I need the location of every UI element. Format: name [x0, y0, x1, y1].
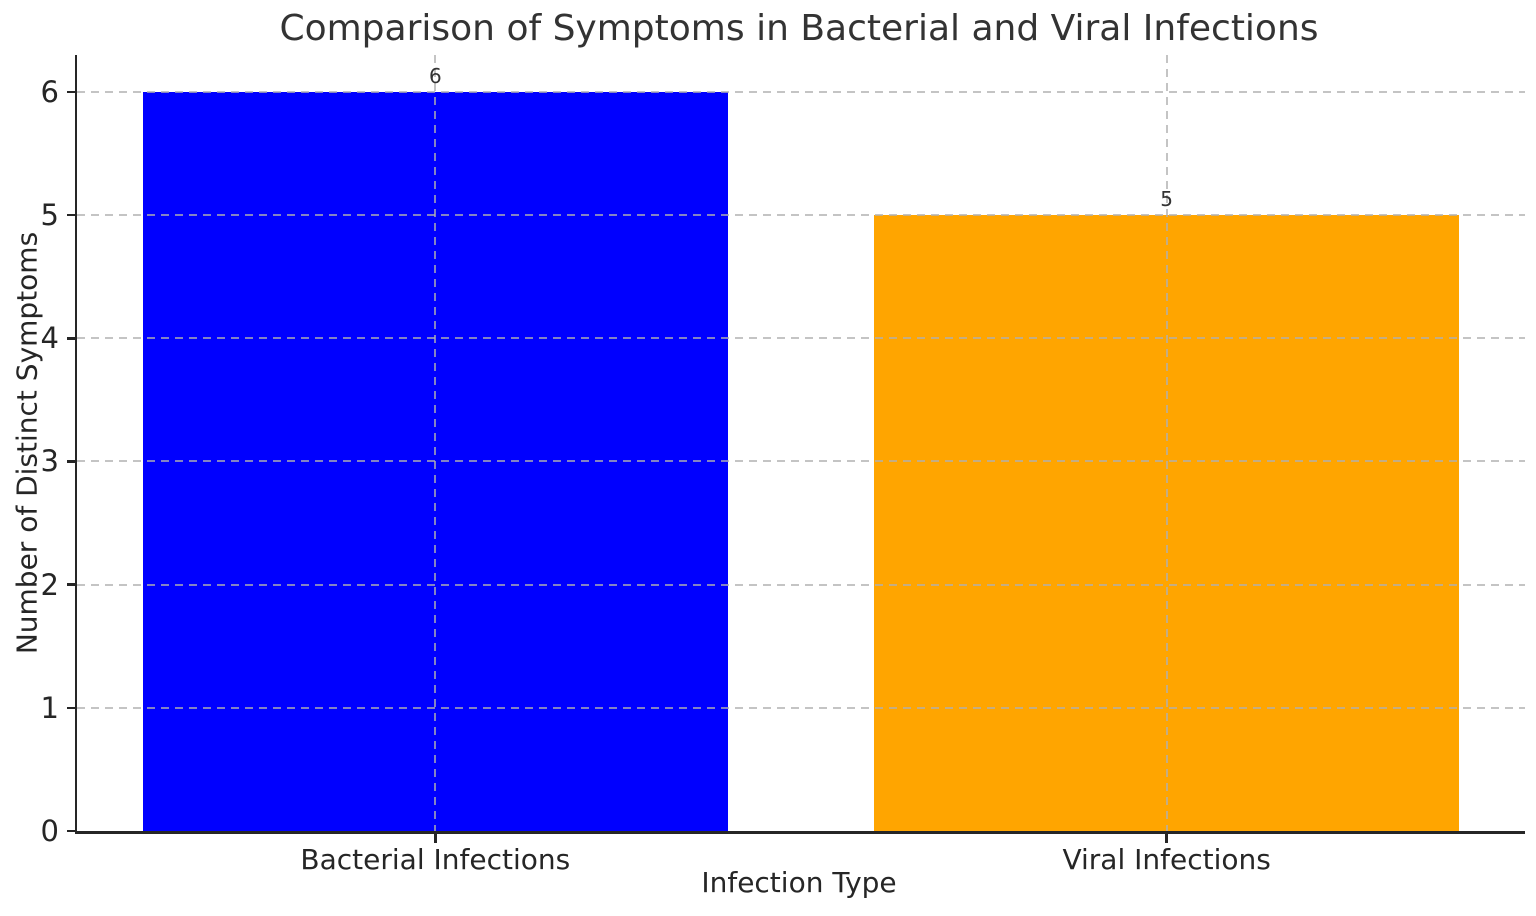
bar-value-label: 6: [428, 63, 442, 88]
y-tick-label: 2: [40, 567, 59, 602]
bar-value-label: 5: [1160, 187, 1174, 212]
x-tick-label: Viral Infections: [1062, 843, 1271, 876]
plot-area: 0 1 2 3 4 5 6 6 Bacterial Infections 5 Viral Infec…: [41, 55, 1525, 876]
horizontal-gridline: [77, 337, 1525, 340]
horizontal-gridline: [77, 583, 1525, 586]
y-tick-mark: [67, 213, 77, 217]
vertical-gridline: [434, 55, 437, 831]
x-tick-label: Bacterial Infections: [300, 843, 571, 876]
vertical-gridline: [1165, 55, 1168, 831]
y-tick-label: 3: [40, 444, 59, 479]
y-tick-mark: [67, 706, 77, 710]
y-tick-label: 6: [40, 74, 59, 109]
horizontal-gridline: [77, 706, 1525, 709]
x-tick-mark: [434, 834, 437, 843]
x-tick-mark: [1165, 834, 1168, 843]
y-tick-mark: [67, 90, 77, 94]
horizontal-gridline: [77, 90, 1525, 93]
y-tick-label: 5: [40, 198, 59, 233]
y-tick-mark: [67, 829, 77, 833]
y-tick-mark: [67, 337, 77, 340]
y-tick-label: 0: [40, 814, 59, 848]
horizontal-gridline: [77, 460, 1525, 463]
chart-title: Comparison of Symptoms in Bacterial and …: [279, 8, 1319, 49]
horizontal-gridline: [77, 214, 1525, 217]
y-tick-mark: [67, 460, 77, 463]
y-tick-mark: [67, 583, 77, 586]
x-axis-label: Infection Type: [701, 866, 897, 899]
y-tick-label: 4: [40, 321, 59, 356]
y-tick-label: 1: [40, 690, 59, 725]
